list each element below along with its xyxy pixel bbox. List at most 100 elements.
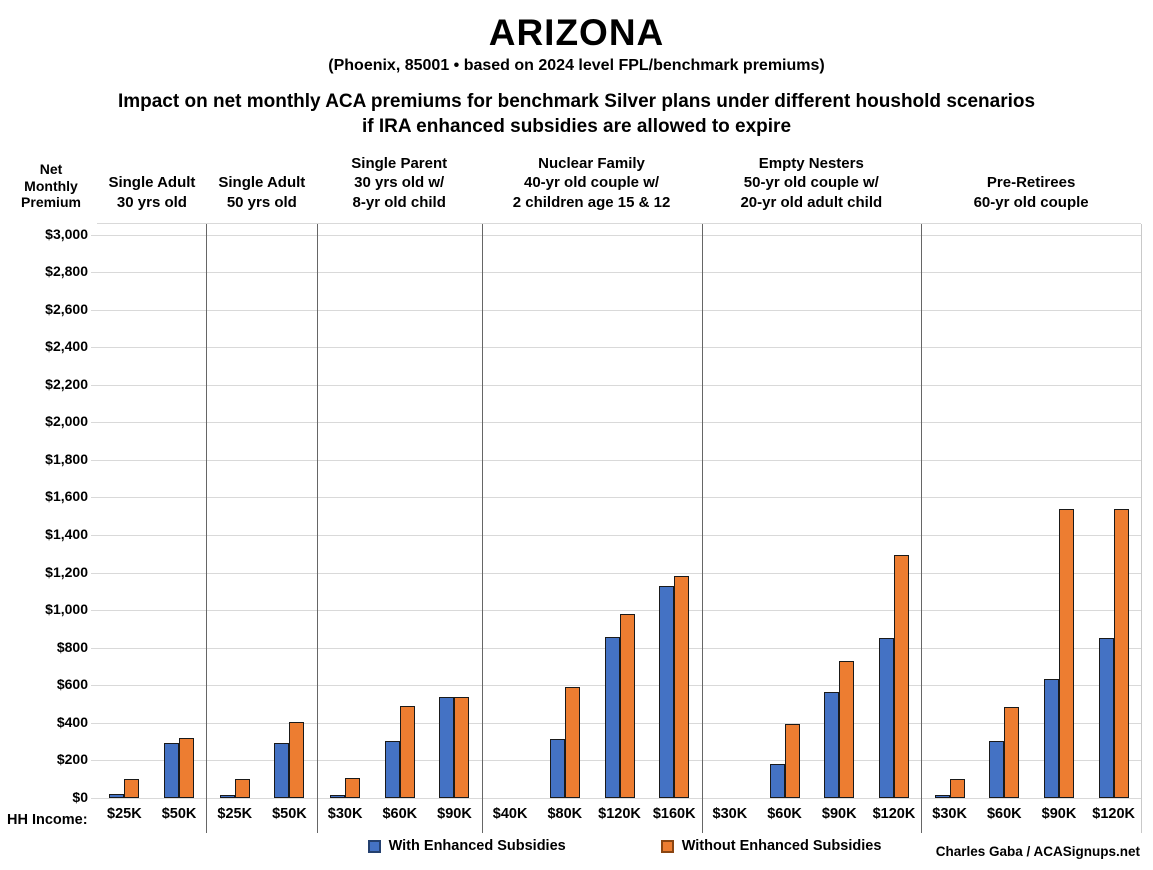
- y-axis-ticks: $0 $200 $400 $600 $800 $1,000 $1,200 $1,400 $1,6…: [0, 223, 88, 806]
- bar-with-enhanced-subsidies: [878, 638, 894, 798]
- income-label: $60K: [986, 806, 1022, 822]
- income-label: $40K: [492, 806, 528, 822]
- bar-with-enhanced-subsidies: [604, 637, 620, 798]
- bar-with-enhanced-subsidies: [549, 738, 565, 798]
- bar-without-enhanced-subsidies: [674, 576, 690, 798]
- category-slot: [427, 224, 482, 798]
- credit: Charles Gaba / ACASignups.net: [935, 844, 1140, 859]
- bar-with-enhanced-subsidies: [109, 794, 125, 798]
- y-tick-label: $600: [56, 676, 88, 693]
- gridline: [91, 535, 1141, 537]
- category-slot: [867, 224, 922, 798]
- bar-with-enhanced-subsidies: [384, 740, 400, 798]
- gridline: [91, 234, 1141, 236]
- bar-with-enhanced-subsidies: [989, 740, 1005, 798]
- gridline: [91, 497, 1141, 499]
- income-label: $90K: [821, 806, 857, 822]
- group-header: Empty Nesters 50-yr old couple w/ 20-yr …: [740, 154, 883, 211]
- y-tick-label: $3,000: [45, 225, 88, 242]
- bar-without-enhanced-subsidies: [619, 613, 635, 798]
- category-slot: [1032, 224, 1087, 798]
- legend-label-with-enhanced: With Enhanced Subsidies: [388, 838, 566, 854]
- y-tick-label: $0: [72, 789, 88, 805]
- chart-heading: Impact on net monthly ACA premiums for b…: [0, 89, 1153, 139]
- x-axis-title: HH Income:: [7, 812, 88, 828]
- y-tick-label: $2,600: [45, 300, 88, 317]
- panel-bars: [483, 224, 702, 798]
- category-slot: [97, 224, 152, 798]
- gridline: [91, 459, 1141, 461]
- income-label: $160K: [652, 806, 696, 822]
- category-slot: [812, 224, 867, 798]
- income-label: $25K: [217, 806, 253, 822]
- legend-item-with-enhanced: With Enhanced Subsidies: [367, 838, 566, 854]
- bar-without-enhanced-subsidies: [179, 737, 195, 798]
- category-slot: [537, 224, 592, 798]
- gridline: [91, 572, 1141, 574]
- legend-label-without-enhanced: Without Enhanced Subsidies: [681, 838, 882, 854]
- income-label: $120K: [598, 806, 641, 822]
- group-panel: $25K $50K: [207, 224, 318, 833]
- panel-bars: [207, 224, 316, 798]
- legend: With Enhanced Subsidies Without Enhanced…: [48, 838, 1153, 854]
- bar-without-enhanced-subsidies: [564, 687, 580, 798]
- category-slot: [977, 224, 1032, 798]
- panel-category-labels: $40K $80K $120K $160K: [483, 798, 702, 833]
- category-slot: [152, 224, 207, 798]
- y-tick-label: $2,800: [45, 263, 88, 280]
- panel-category-labels: $30K $60K $90K $120K: [703, 798, 922, 833]
- income-label: $30K: [712, 806, 748, 822]
- panel-category-labels: $30K $60K $90K $120K: [922, 798, 1141, 833]
- category-slot: [703, 224, 758, 798]
- bar-with-enhanced-subsidies: [934, 795, 950, 798]
- bar-with-enhanced-subsidies: [274, 742, 290, 798]
- bar-with-enhanced-subsidies: [1098, 638, 1114, 798]
- category-slot: [318, 224, 373, 798]
- y-tick-label: $2,000: [45, 413, 88, 430]
- bar-with-enhanced-subsidies: [164, 742, 180, 798]
- y-tick-label: $1,400: [45, 526, 88, 543]
- bar-with-enhanced-subsidies: [659, 585, 675, 798]
- chart-title: ARIZONA: [488, 12, 665, 53]
- heading-line-2: if IRA enhanced subsidies are allowed to…: [361, 116, 792, 137]
- gridline: [91, 610, 1141, 612]
- bar-with-enhanced-subsidies: [1043, 678, 1059, 798]
- income-label: $30K: [932, 806, 967, 822]
- income-label: $50K: [161, 806, 197, 822]
- category-slot: [757, 224, 812, 798]
- income-label: $25K: [107, 806, 142, 822]
- bar-with-enhanced-subsidies: [824, 691, 840, 798]
- group-header: Pre-Retirees 60-yr old couple: [973, 174, 1089, 211]
- group-header: Single Adult 30 yrs old: [108, 174, 196, 211]
- y-tick-label: $2,200: [45, 375, 88, 392]
- y-tick-label: $2,400: [45, 338, 88, 355]
- category-slot: [262, 224, 317, 798]
- bar-without-enhanced-subsidies: [345, 778, 361, 798]
- bar-without-enhanced-subsidies: [784, 723, 800, 798]
- y-tick-label: $800: [56, 638, 88, 655]
- category-slot: [922, 224, 977, 798]
- y-tick-label: $200: [56, 751, 88, 768]
- group-panel: $30K $60K $90K $120K: [922, 224, 1141, 833]
- category-slot: [647, 224, 702, 798]
- bar-without-enhanced-subsidies: [1058, 508, 1074, 798]
- category-slot: [1086, 224, 1141, 798]
- plot-area: $25K $50K $25K $50K $30K $60K $90K $40K $80K $120…: [91, 223, 1142, 833]
- income-label: $120K: [872, 806, 916, 822]
- bar-without-enhanced-subsidies: [454, 696, 470, 798]
- income-label: $90K: [437, 806, 472, 822]
- bar-without-enhanced-subsidies: [399, 705, 415, 798]
- panel-bars: [922, 224, 1141, 798]
- legend-swatch-with-enhanced-icon: [367, 839, 381, 853]
- income-label: $30K: [327, 806, 363, 822]
- group-panel: $30K $60K $90K: [318, 224, 483, 833]
- bar-without-enhanced-subsidies: [124, 779, 140, 798]
- category-slot: [207, 224, 262, 798]
- y-tick-label: $400: [56, 713, 88, 730]
- category-slot: [483, 224, 538, 798]
- category-slot: [372, 224, 427, 798]
- group-panel: $40K $80K $120K $160K: [483, 224, 703, 833]
- y-axis-title: Net Monthly Premium: [21, 161, 81, 210]
- bar-without-enhanced-subsidies: [1113, 508, 1129, 798]
